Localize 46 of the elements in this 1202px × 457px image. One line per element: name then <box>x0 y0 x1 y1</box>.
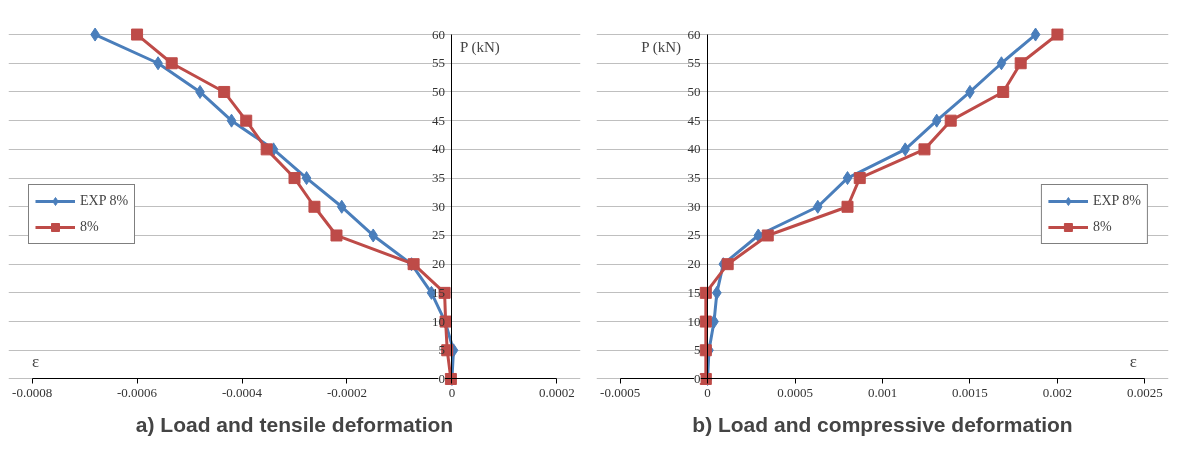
x-tick-label: -0.0005 <box>600 384 641 400</box>
legend-label: EXP 8% <box>1092 192 1141 209</box>
text: a) Load and tensile deformation <box>135 412 454 436</box>
y-tick-label: 0 <box>438 370 445 386</box>
y-tick-label: 50 <box>687 83 701 99</box>
x-tick-label: 0.0002 <box>539 384 575 400</box>
y-tick-label: 60 <box>431 26 445 42</box>
y-tick-label: 40 <box>431 141 445 157</box>
y-tick-label: 30 <box>687 198 701 214</box>
y-tick-label: 0 <box>694 370 701 386</box>
legend-label: EXP 8% <box>80 192 129 209</box>
legend-label: 8% <box>80 218 100 235</box>
y-tick-label: 60 <box>687 26 701 42</box>
text: b) Load and compressive deformation <box>692 412 1073 436</box>
y-axis-title: P (kN) <box>459 38 500 56</box>
x-tick-label: -0.0008 <box>12 384 53 400</box>
x-tick-label: -0.0002 <box>326 384 368 400</box>
y-tick-label: 15 <box>687 284 701 300</box>
y-tick-label: 25 <box>687 227 701 243</box>
y-tick-label: 35 <box>687 170 701 186</box>
y-tick-label: 25 <box>431 227 445 243</box>
x-tick-label: 0.001 <box>867 384 898 400</box>
x-tick-label: 0.0015 <box>952 384 988 400</box>
x-axis-title: ε <box>32 352 40 372</box>
y-tick-label: 30 <box>431 198 445 214</box>
y-tick-label: 5 <box>694 342 701 358</box>
y-tick-label: 10 <box>687 313 701 329</box>
y-tick-label: 20 <box>431 256 445 272</box>
x-tick-label: 0 <box>448 384 456 400</box>
x-tick-label: -0.0004 <box>221 384 263 400</box>
y-tick-label: 55 <box>687 55 701 71</box>
y-tick-label: 45 <box>431 112 445 128</box>
y-tick-label: 55 <box>431 55 445 71</box>
y-tick-label: 35 <box>431 170 445 186</box>
x-tick-label: -0.0006 <box>117 384 158 400</box>
y-tick-label: 45 <box>687 112 701 128</box>
x-tick-label: 0.0005 <box>777 384 813 400</box>
y-tick-label: 50 <box>431 83 445 99</box>
legend-label: 8% <box>1092 218 1113 235</box>
x-tick-label: 0 <box>704 384 711 400</box>
x-axis-title: ε <box>1129 352 1137 372</box>
y-tick-label: 40 <box>687 141 701 157</box>
y-axis-title: P (kN) <box>641 38 682 56</box>
y-tick-label: 20 <box>687 256 701 272</box>
x-tick-label: 0.0025 <box>1127 384 1163 400</box>
x-tick-label: 0.002 <box>1042 384 1073 400</box>
